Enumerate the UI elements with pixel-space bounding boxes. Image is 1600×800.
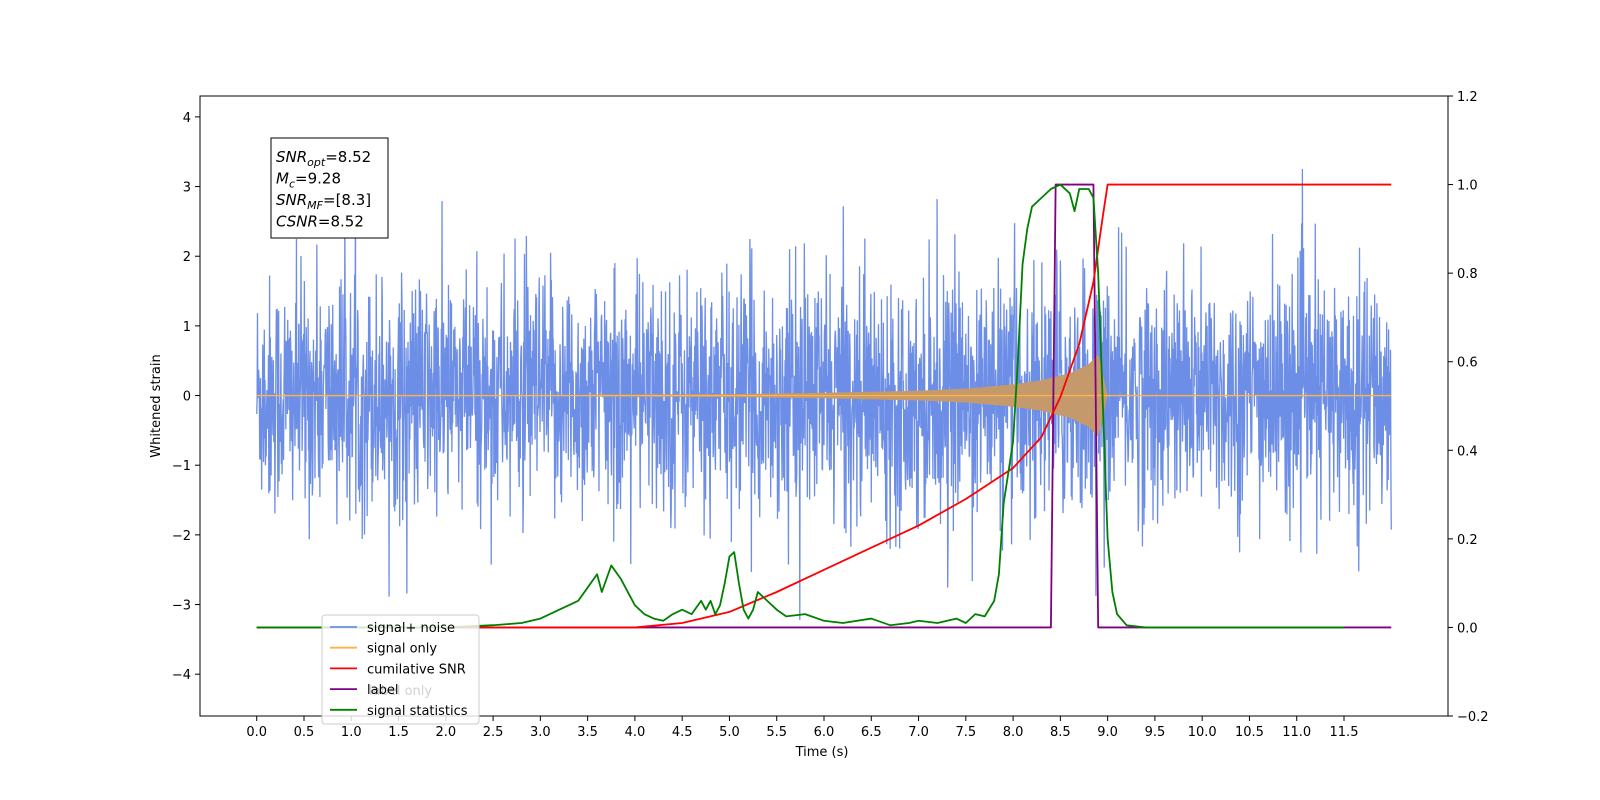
y-tick-label: 1 (183, 320, 191, 335)
legend-label: label (367, 683, 398, 698)
y-tick-label: 4 (183, 111, 191, 126)
x-tick-label: 10.5 (1235, 725, 1264, 740)
legend-label: cumilative SNR (367, 662, 466, 677)
x-tick-label: 6.5 (861, 725, 882, 740)
annotation-frame (270, 137, 389, 239)
x-tick-label: 11.0 (1282, 725, 1311, 740)
x-tick-label: 4.5 (672, 725, 693, 740)
x-tick-label: 2.0 (435, 725, 456, 740)
series-signal-noise-line (256, 169, 1392, 621)
x-tick-label: 3.5 (577, 725, 598, 740)
x-tick-label: 5.0 (719, 725, 740, 740)
y-tick-label: −1 (172, 459, 191, 474)
annotation-line: Mc=9.28 (276, 170, 341, 191)
y2-tick-label: −0.2 (1457, 710, 1489, 725)
x-tick-label: 8.0 (1003, 725, 1024, 740)
y2-tick-label: 0.6 (1457, 356, 1478, 371)
legend-label: signal only (367, 642, 437, 657)
y2-tick-label: 1.0 (1457, 179, 1478, 194)
y2-tick-label: 1.2 (1457, 90, 1478, 105)
x-tick-label: 7.0 (908, 725, 929, 740)
x-tick-label: 6.0 (814, 725, 835, 740)
x-tick-label: 5.5 (766, 725, 787, 740)
y-axis-label: Whitened strain (149, 354, 164, 457)
x-tick-label: 10.0 (1188, 725, 1217, 740)
plot-area (256, 169, 1392, 629)
axis-ticks: 0.0 0.5 1.0 1.5 2.0 2.5 3.0 3.5 4.0 4.5 5.0 5.5 6.0 6… (172, 90, 1489, 740)
annotation-line: SNRMF=[8.3] (276, 191, 371, 212)
y-tick-label: −4 (172, 668, 191, 683)
y2-tick-label: 0.2 (1457, 533, 1478, 548)
legend-hidden-text: label only (369, 684, 432, 699)
legend: label only signal+ noise signal only cumila… (321, 614, 480, 725)
x-tick-label: 0.5 (294, 725, 315, 740)
y-tick-label: −2 (172, 529, 191, 544)
x-tick-label: 9.0 (1097, 725, 1118, 740)
series-signal-statistics-line (256, 183, 1344, 629)
y-tick-label: 3 (183, 181, 191, 196)
y2-tick-label: 0.8 (1457, 267, 1478, 282)
x-tick-label: 4.0 (625, 725, 646, 740)
y2-tick-label: 0.0 (1457, 621, 1478, 636)
x-tick-label: 9.5 (1145, 725, 1166, 740)
x-tick-label: 2.5 (483, 725, 504, 740)
annotation-line: SNRopt=8.52 (276, 148, 371, 169)
x-tick-label: 3.0 (530, 725, 551, 740)
x-tick-label: 11.5 (1330, 725, 1359, 740)
legend-label: signal statistics (367, 704, 468, 719)
x-tick-label: 1.0 (341, 725, 362, 740)
x-axis-label: Time (s) (795, 745, 849, 760)
y-tick-label: 2 (183, 250, 191, 265)
x-tick-label: 1.5 (388, 725, 409, 740)
y-tick-label: −3 (172, 599, 191, 614)
annotation-line: CSNR=8.52 (276, 213, 364, 231)
x-tick-label: 0.0 (246, 725, 267, 740)
x-tick-label: 7.5 (955, 725, 976, 740)
y-tick-label: 0 (183, 390, 191, 405)
legend-label: signal+ noise (367, 621, 455, 636)
y2-tick-label: 0.4 (1457, 444, 1478, 459)
legend-frame (321, 614, 480, 725)
x-tick-label: 8.5 (1050, 725, 1071, 740)
